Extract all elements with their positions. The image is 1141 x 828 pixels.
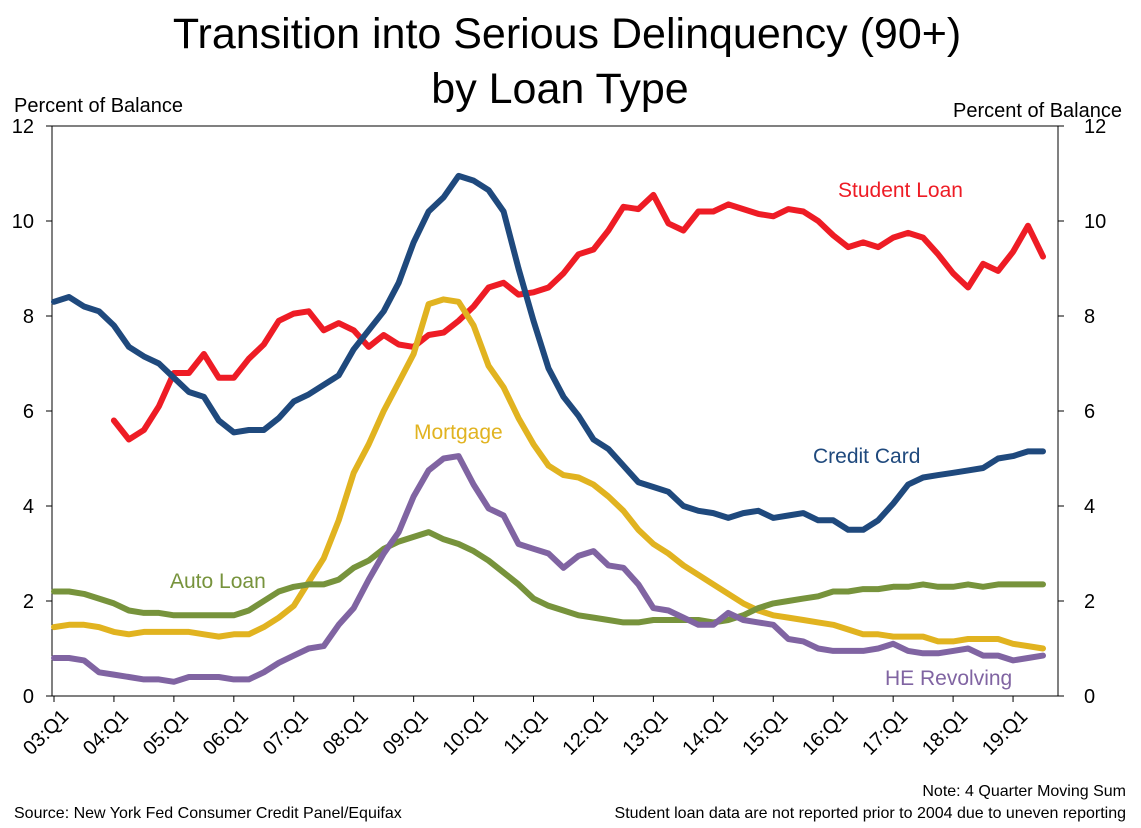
x-tick-label: 07:Q1 [259,706,313,760]
chart-title-line1: Transition into Serious Delinquency (90+… [173,10,961,58]
x-tick-label: 15:Q1 [738,706,792,760]
y-tick-label-left: 8 [23,306,34,328]
x-tick-label: 18:Q1 [918,706,972,760]
y-tick-label-right: 10 [1084,211,1106,233]
y-tick-label-left: 4 [23,496,34,518]
note-student-loan-reporting: Student loan data are not reported prior… [615,805,1126,822]
series-line-student-loan [110,191,1046,443]
y-axis-label-left: Percent of Balance [14,95,183,117]
source-note: Source: New York Fed Consumer Credit Pan… [14,805,402,822]
x-tick-label: 19:Q1 [978,706,1032,760]
y-tick-label-left: 10 [12,211,34,233]
y-tick-label-right: 12 [1084,116,1106,138]
series-label-student-loan: Student Loan [838,179,963,202]
x-tick-label: 17:Q1 [858,706,912,760]
y-ticks-left: 0 2 4 6 8 10 12 [12,116,52,708]
series-line-credit-card [51,172,1046,533]
y-tick-label-right: 6 [1084,401,1095,423]
x-tick-label: 16:Q1 [798,706,852,760]
x-tick-label: 13:Q1 [618,706,672,760]
series-label-mortgage: Mortgage [414,421,503,444]
x-tick-label: 12:Q1 [559,706,613,760]
y-tick-label-right: 0 [1084,686,1095,708]
y-axis-label-right: Percent of Balance [953,100,1122,122]
x-tick-label: 08:Q1 [319,706,373,760]
series-label-he-revolving: HE Revolving [885,667,1012,690]
y-tick-label-right: 8 [1084,306,1095,328]
series-line-mortgage [51,296,1046,652]
x-tick-label: 10:Q1 [439,706,493,760]
x-tick-label: 05:Q1 [139,706,193,760]
x-tick-label: 11:Q1 [500,706,553,759]
y-tick-label-right: 4 [1084,496,1095,518]
y-tick-label-right: 2 [1084,591,1095,613]
chart-title-line2: by Loan Type [431,65,688,113]
x-tick-label: 03:Q1 [19,706,73,760]
x-ticks: 03:Q1 04:Q1 05:Q1 06:Q1 07:Q1 08:Q1 09:Q1 10:Q1… [19,696,1032,760]
y-tick-label-left: 6 [23,401,34,423]
series-line-he-revolving [51,453,1046,685]
x-tick-label: 09:Q1 [379,706,433,760]
y-tick-label-left: 2 [23,591,34,613]
x-tick-label: 14:Q1 [678,706,732,760]
series-label-auto-loan: Auto Loan [170,570,266,593]
series-lines [51,172,1046,685]
series-label-credit-card: Credit Card [813,445,920,468]
y-tick-label-left: 0 [23,686,34,708]
series-line-auto-loan [51,529,1046,626]
x-tick-label: 06:Q1 [199,706,253,760]
y-tick-label-left: 12 [12,116,34,138]
y-ticks-right: 0 2 4 6 8 10 12 [1058,116,1106,708]
note-moving-sum: Note: 4 Quarter Moving Sum [922,783,1126,800]
x-tick-label: 04:Q1 [79,706,133,760]
